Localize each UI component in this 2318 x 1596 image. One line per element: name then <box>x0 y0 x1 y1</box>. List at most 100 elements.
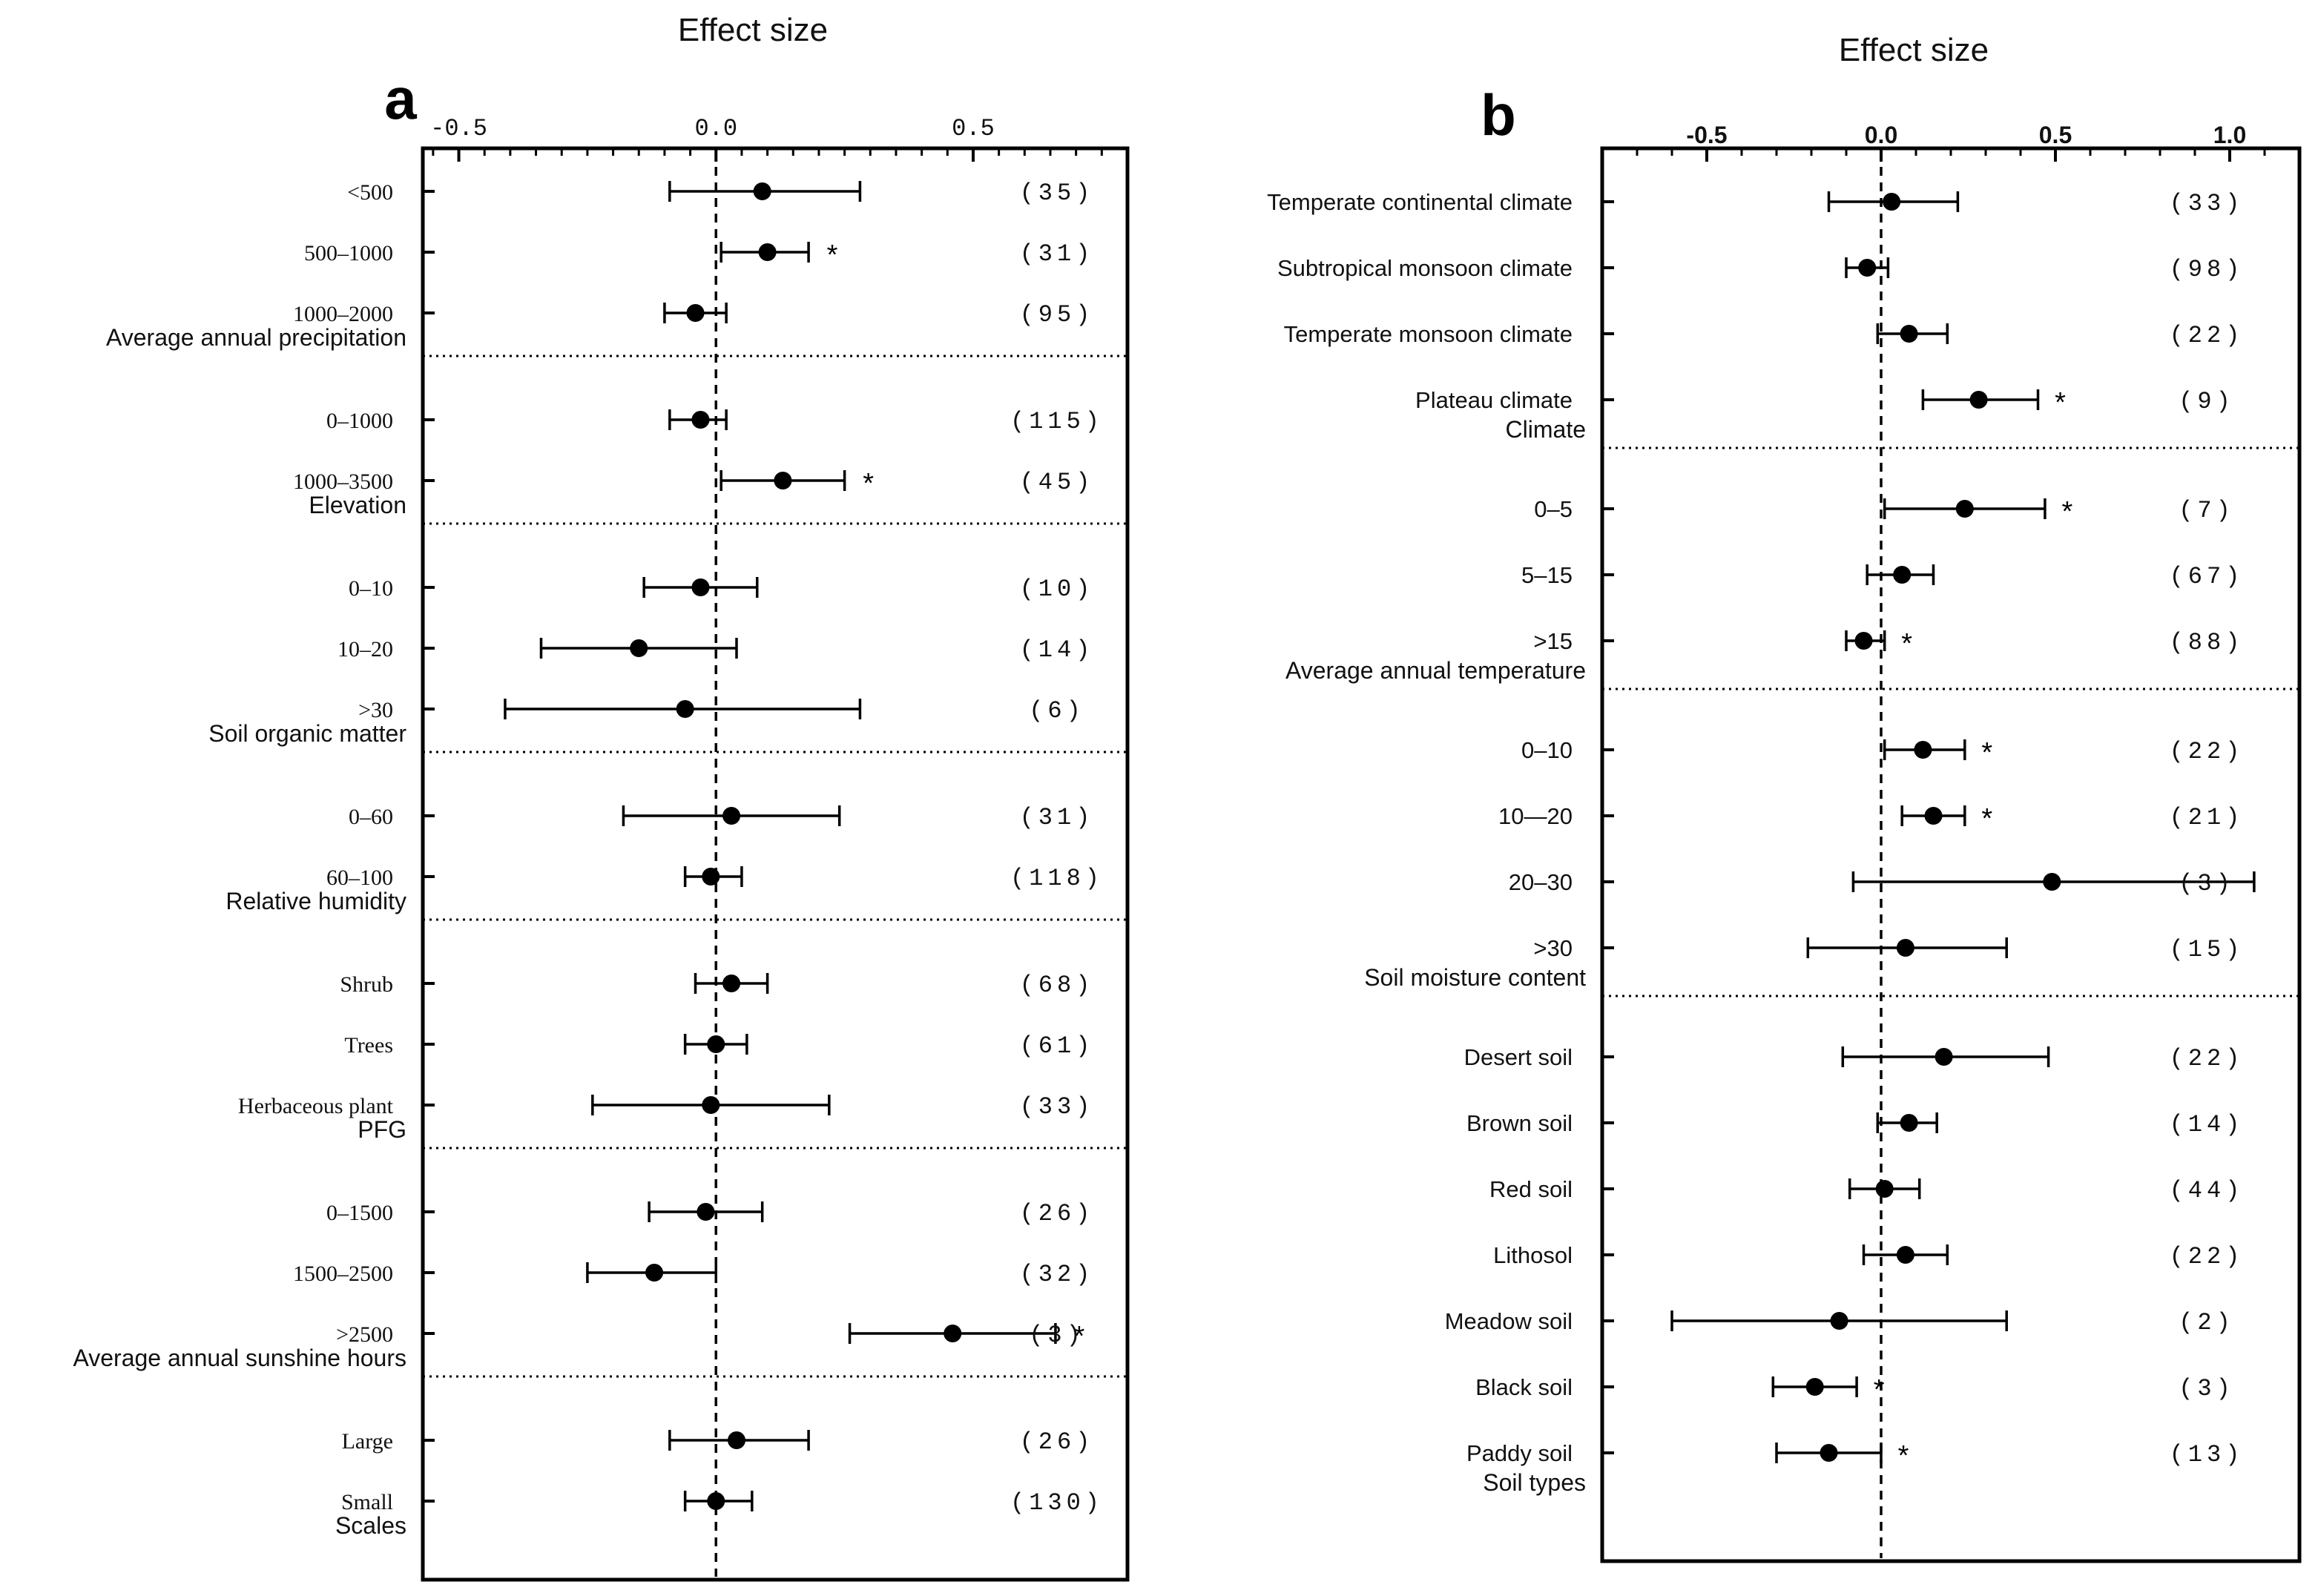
panel-a-n-label-12: (33) <box>1020 1093 1095 1121</box>
panel-a-row-label-6: 10–20 <box>338 637 393 662</box>
panel-b-point-4 <box>1955 500 1974 518</box>
panel-a-n-label-10: (68) <box>1020 972 1095 999</box>
panel-a-n-label-11: (61) <box>1020 1032 1095 1060</box>
panel-a-sig-star-1: * <box>827 240 838 271</box>
panel-b-x-tick-label-3: 1.0 <box>2213 122 2246 148</box>
panel-a-point-2 <box>686 304 705 322</box>
panel-a-point-0 <box>753 182 771 200</box>
panel-a-point-3 <box>691 411 710 429</box>
panel-b-group-label-0: Climate <box>1506 416 1586 443</box>
panel-a-row-label-5: 0–10 <box>349 576 393 601</box>
panel-a-sig-star-4: * <box>863 468 874 499</box>
panel-a-row-label-8: 0–60 <box>349 805 393 829</box>
panel-b-n-label-2: (22) <box>2170 322 2245 349</box>
panel-a-row-label-4: 1000–3500 <box>293 469 393 494</box>
panel-a-n-label-8: (31) <box>1020 804 1095 831</box>
panel-a-group-label-3: Relative humidity <box>225 888 406 914</box>
panel-b-n-label-9: (3) <box>2179 870 2235 897</box>
panel-a-point-12 <box>702 1096 720 1114</box>
panel-b-point-10 <box>1896 939 1914 957</box>
panel-a-n-label-1: (31) <box>1020 240 1095 268</box>
panel-a-row-label-17: Small <box>341 1490 393 1514</box>
panel-a-point-10 <box>722 975 741 992</box>
panel-b-row-label-17: Paddy soil <box>1466 1440 1573 1466</box>
panel-a-group-label-4: PFG <box>358 1116 406 1143</box>
panel-b-row-label-5: 5–15 <box>1521 562 1573 588</box>
panel-b-n-label-10: (15) <box>2170 936 2245 963</box>
panel-a-point-13 <box>697 1203 715 1221</box>
panel-b-n-label-5: (67) <box>2170 563 2245 590</box>
panel-b-point-7 <box>1914 741 1932 759</box>
panel-b-n-label-8: (21) <box>2170 804 2245 831</box>
panel-a-n-label-5: (10) <box>1020 576 1095 603</box>
panel-a-row-label-10: Shrub <box>340 972 393 997</box>
panel-b-row-label-9: 20–30 <box>1509 869 1573 895</box>
panel-b-sig-star-16: * <box>1874 1374 1885 1405</box>
panel-a-point-5 <box>691 578 710 596</box>
panel-b-row-label-16: Black soil <box>1475 1374 1573 1400</box>
panel-b-n-label-3: (9) <box>2179 388 2235 415</box>
panel-b-n-label-1: (98) <box>2170 256 2245 283</box>
panel-b-row-label-10: >30 <box>1533 935 1573 961</box>
panel-b-row-label-3: Plateau climate <box>1415 387 1573 413</box>
panel-a-point-8 <box>722 807 741 825</box>
panel-b-point-13 <box>1875 1180 1894 1198</box>
panel-b-n-label-16: (3) <box>2179 1375 2235 1402</box>
panel-a-n-label-2: (95) <box>1020 301 1095 329</box>
panel-a-label: a <box>384 66 417 131</box>
panel-b-sig-star-7: * <box>1981 737 1992 768</box>
panel-b-n-label-12: (14) <box>2170 1111 2245 1138</box>
panel-a-row-label-3: 0–1000 <box>326 409 393 433</box>
panel-a-point-14 <box>645 1264 664 1282</box>
panel-a-point-15 <box>944 1325 962 1342</box>
panel-a-group-label-5: Average annual sunshine hours <box>73 1345 406 1371</box>
panel-a-group-label-1: Elevation <box>309 492 406 518</box>
panel-b-x-tick-label-0: -0.5 <box>1686 122 1727 148</box>
panel-b-sig-star-3: * <box>2055 387 2066 418</box>
panel-a-row-label-7: >30 <box>358 698 393 722</box>
panel-a-n-label-14: (32) <box>1020 1261 1095 1288</box>
panel-b-row-label-6: >15 <box>1533 628 1573 654</box>
panel-a-n-label-0: (35) <box>1020 179 1095 207</box>
panel-b-sig-star-8: * <box>1981 803 1992 834</box>
panel-a-n-label-6: (14) <box>1020 636 1095 664</box>
panel-a-n-label-3: (115) <box>1010 408 1104 435</box>
panel-b-row-label-11: Desert soil <box>1464 1044 1573 1070</box>
panel-a-row-label-1: 500–1000 <box>304 241 393 266</box>
panel-b-n-label-15: (2) <box>2179 1309 2235 1336</box>
panel-b-row-label-2: Temperate monsoon climate <box>1284 321 1573 347</box>
panel-a-point-16 <box>727 1431 745 1449</box>
panel-a-n-label-7: (6) <box>1029 697 1085 725</box>
panel-b-point-5 <box>1893 566 1912 584</box>
panel-b-sig-star-6: * <box>1901 628 1912 659</box>
panel-b-point-2 <box>1900 325 1918 343</box>
panel-b-point-12 <box>1900 1114 1918 1132</box>
panel-a-row-label-13: 0–1500 <box>326 1201 393 1225</box>
panel-b-x-tick-label-2: 0.5 <box>2039 122 2072 148</box>
panel-b-group-label-2: Soil moisture content <box>1364 964 1586 991</box>
panel-b-n-label-7: (22) <box>2170 738 2245 765</box>
panel-b-n-label-13: (44) <box>2170 1177 2245 1204</box>
panel-b-sig-star-4: * <box>2062 496 2073 527</box>
panel-b-row-label-4: 0–5 <box>1534 496 1573 522</box>
panel-a-title: Effect size <box>678 12 828 48</box>
panel-b-n-label-6: (88) <box>2170 629 2245 656</box>
panel-b-n-label-0: (33) <box>2170 190 2245 217</box>
panel-b-row-label-1: Subtropical monsoon climate <box>1277 255 1573 281</box>
panel-a-point-6 <box>630 639 648 657</box>
panel-b-point-16 <box>1805 1378 1824 1396</box>
panel-b-n-label-4: (7) <box>2179 497 2235 524</box>
panel-b-group-label-1: Average annual temperature <box>1285 657 1586 684</box>
panel-a-x-tick-label-1: 0.0 <box>694 115 737 142</box>
panel-b-row-label-14: Lithosol <box>1493 1242 1573 1268</box>
panel-a-n-label-13: (26) <box>1020 1200 1095 1227</box>
panel-b-row-label-8: 10—20 <box>1498 803 1573 829</box>
panel-b-group-label-3: Soil types <box>1483 1469 1586 1496</box>
panel-b-row-label-12: Brown soil <box>1466 1110 1573 1136</box>
panel-b-n-label-14: (22) <box>2170 1243 2245 1270</box>
panel-a-n-label-4: (45) <box>1020 469 1095 496</box>
panel-a-group-label-6: Scales <box>335 1512 406 1539</box>
panel-a-row-label-12: Herbaceous plant <box>238 1094 394 1118</box>
panel-b-point-17 <box>1820 1444 1838 1462</box>
panel-b-point-0 <box>1883 193 1901 211</box>
